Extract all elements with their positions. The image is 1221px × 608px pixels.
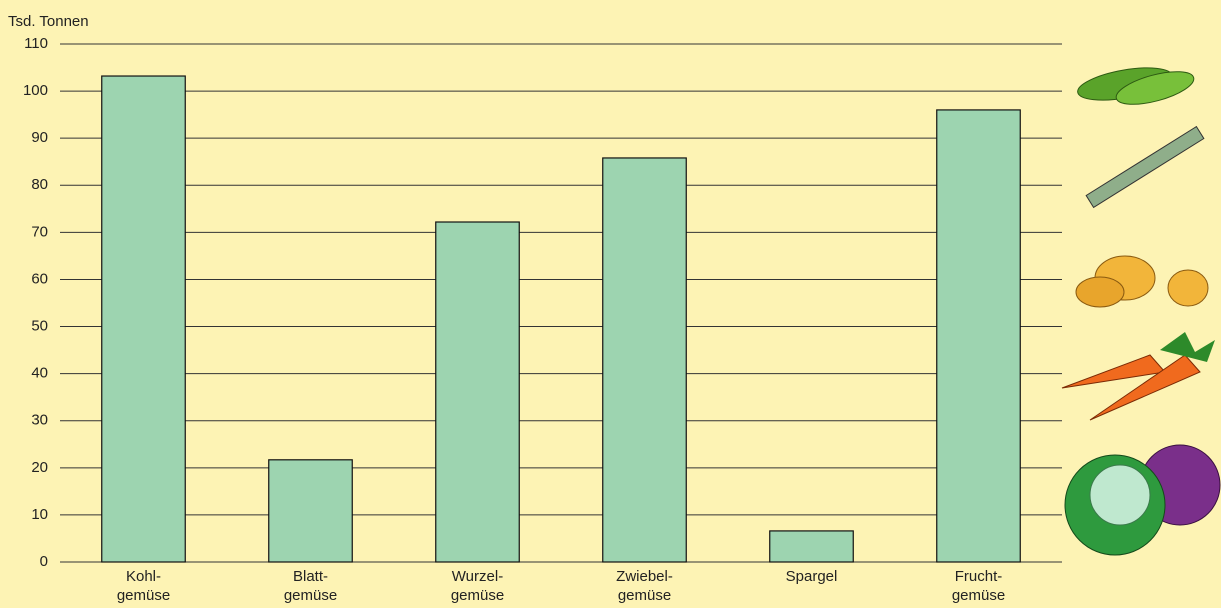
- x-tick-line: gemüse: [618, 587, 671, 604]
- x-tick-label: Wurzel-gemüse: [451, 568, 504, 604]
- y-tick-label: 70: [31, 223, 48, 240]
- x-tick-line: Blatt-: [293, 568, 328, 585]
- x-tick-label: Frucht-gemüse: [952, 568, 1005, 604]
- x-tick-line: gemüse: [117, 587, 170, 604]
- x-tick-line: gemüse: [284, 587, 337, 604]
- x-tick-line: Zwiebel-: [616, 568, 673, 585]
- x-tick-line: Spargel: [786, 568, 838, 585]
- carrot: [1061, 354, 1166, 389]
- bar: [936, 109, 1021, 563]
- vegetable-illustrations: [1061, 67, 1221, 556]
- y-tick-label: 0: [40, 553, 48, 570]
- x-tick-label: Kohl-gemüse: [117, 568, 170, 604]
- x-tick-line: Kohl-: [126, 568, 161, 585]
- bar: [602, 157, 687, 563]
- x-tick-line: Wurzel-: [452, 568, 503, 585]
- cucumber: [1115, 71, 1195, 105]
- x-tick-label: Zwiebel-gemüse: [616, 568, 673, 604]
- bar: [268, 459, 353, 563]
- y-tick-label: 60: [31, 270, 48, 287]
- y-axis-label: Tsd. Tonnen: [8, 13, 89, 30]
- bar: [435, 221, 520, 563]
- y-tick-label: 100: [23, 82, 48, 99]
- y-tick-label: 20: [31, 459, 48, 476]
- y-tick-label: 30: [31, 412, 48, 429]
- bar: [101, 75, 186, 563]
- asparagus: [1085, 125, 1205, 209]
- x-tick-line: gemüse: [451, 587, 504, 604]
- x-tick-line: Frucht-: [955, 568, 1003, 585]
- onion: [1167, 269, 1209, 307]
- x-tick-label: Spargel: [786, 568, 838, 585]
- y-tick-label: 10: [31, 506, 48, 523]
- y-tick-label: 90: [31, 129, 48, 146]
- carrot-leaves: [1160, 332, 1215, 362]
- y-tick-label: 110: [24, 35, 48, 52]
- x-tick-label: Blatt-gemüse: [284, 568, 337, 604]
- y-tick-label: 40: [31, 365, 48, 382]
- carrot: [1089, 354, 1201, 421]
- cabbage-heart: [1089, 464, 1151, 526]
- x-tick-line: gemüse: [952, 587, 1005, 604]
- onion: [1075, 276, 1125, 308]
- y-tick-label: 50: [31, 318, 48, 335]
- y-tick-label: 80: [31, 176, 48, 193]
- bar: [769, 530, 854, 563]
